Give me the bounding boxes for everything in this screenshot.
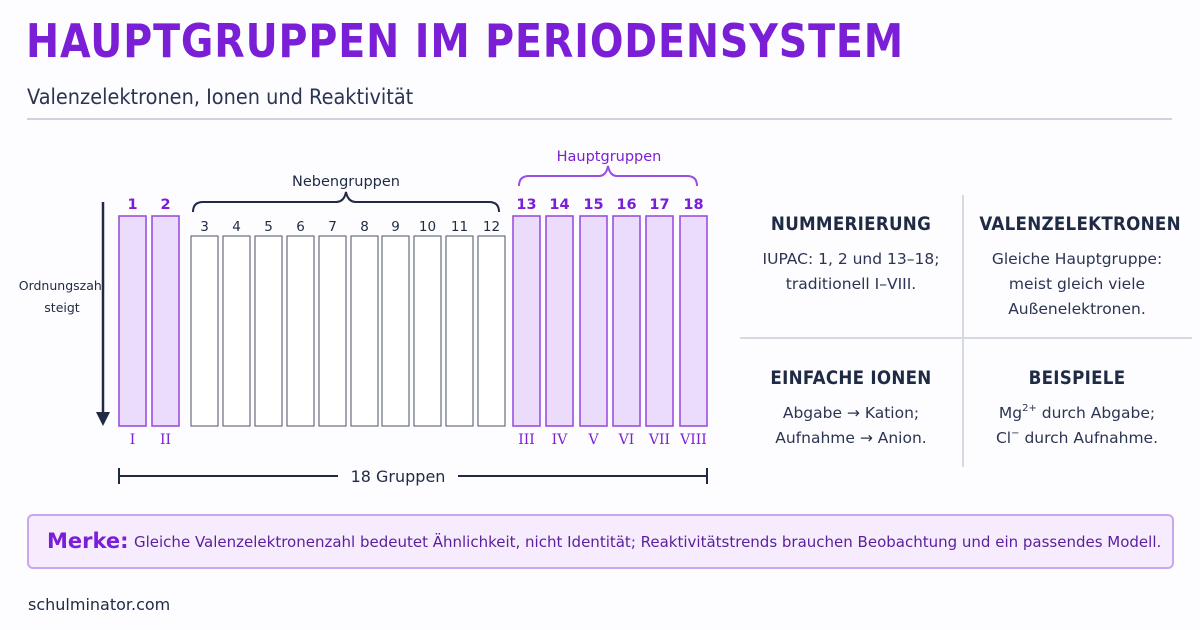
group-column-13 — [512, 215, 541, 427]
roman-label-14: IV — [552, 432, 569, 448]
group-column-12 — [477, 235, 506, 427]
arrow-head-icon — [96, 412, 110, 426]
group-number-6: 6 — [296, 219, 305, 235]
group-number-13: 13 — [516, 197, 536, 213]
numbering-card: NUMMERIERUNG IUPAC: 1, 2 und 13–18; tradi… — [740, 213, 962, 297]
footer-domain: schulminator.com — [28, 595, 171, 614]
examples-card: BEISPIELE Mg2+ durch Abgabe; Cl− durch Au… — [966, 367, 1188, 451]
valence-card: VALENZELEKTRONEN Gleiche Hauptgruppe: mei… — [966, 213, 1188, 322]
group-number-10: 10 — [419, 219, 436, 235]
group-columns: 1 I 2 II 3 4 5 6 7 8 9 10 11 12 13 III 14 IV 15 V 16 VI 17 VII 1… — [118, 197, 708, 448]
group-column-3 — [190, 235, 219, 427]
valence-text: Gleiche Hauptgruppe: meist gleich viele Au… — [991, 250, 1163, 318]
roman-label-15: V — [587, 432, 599, 448]
ions-title: EINFACHE IONEN — [770, 367, 932, 389]
group-number-9: 9 — [391, 219, 400, 235]
ions-text: Abgabe → Kation; Aufnahme → Anion. — [775, 404, 927, 447]
group-number-5: 5 — [264, 219, 273, 235]
group-column-5 — [254, 235, 283, 427]
examples-text: Mg2+ durch Abgabe; Cl− durch Aufnahme. — [995, 403, 1159, 448]
group-number-2: 2 — [160, 197, 170, 213]
group-number-3: 3 — [200, 219, 209, 235]
header-divider — [27, 118, 1172, 120]
groups-count-label: 18 Gruppen — [351, 467, 446, 486]
merke-callout: Merke: Gleiche Valenzelektronenzahl bede… — [27, 514, 1174, 569]
group-number-18: 18 — [683, 197, 703, 213]
hauptgruppen-label: Hauptgruppen — [557, 149, 662, 165]
examples-title: BEISPIELE — [1028, 367, 1126, 389]
numbering-title: NUMMERIERUNG — [770, 213, 932, 235]
group-column-4 — [222, 235, 251, 427]
info-divider-vertical — [962, 195, 964, 467]
group-column-16 — [612, 215, 641, 427]
group-number-12: 12 — [483, 219, 500, 235]
axis-label-line1: Ordnungszahl — [19, 278, 106, 293]
group-column-6 — [286, 235, 315, 427]
roman-label-1: I — [130, 432, 136, 448]
roman-label-13: III — [518, 432, 535, 448]
group-number-1: 1 — [127, 197, 137, 213]
roman-label-16: VI — [618, 432, 635, 448]
valence-title: VALENZELEKTRONEN — [979, 213, 1181, 235]
group-number-7: 7 — [328, 219, 337, 235]
nebengruppen-brace — [192, 191, 500, 213]
group-column-11 — [445, 235, 474, 427]
info-divider-horizontal — [740, 337, 1192, 339]
group-column-18 — [679, 215, 708, 427]
group-number-8: 8 — [360, 219, 369, 235]
group-column-10 — [413, 235, 442, 427]
group-number-11: 11 — [451, 219, 468, 235]
group-column-15 — [579, 215, 608, 427]
group-number-16: 16 — [616, 197, 636, 213]
group-number-4: 4 — [232, 219, 241, 235]
roman-label-17: VII — [648, 432, 670, 448]
nebengruppen-label: Nebengruppen — [292, 174, 400, 190]
info-grid: NUMMERIERUNG IUPAC: 1, 2 und 13–18; tradi… — [740, 195, 1192, 470]
group-column-7 — [318, 235, 347, 427]
axis-label-line2: steigt — [44, 300, 80, 315]
ions-card: EINFACHE IONEN Abgabe → Kation; Aufnahme … — [740, 367, 962, 451]
group-column-8 — [350, 235, 379, 427]
roman-label-18: VIII — [679, 432, 707, 448]
roman-label-2: II — [160, 432, 171, 448]
group-column-9 — [381, 235, 410, 427]
group-number-17: 17 — [649, 197, 669, 213]
group-column-14 — [545, 215, 574, 427]
page-title: HAUPTGRUPPEN IM PERIODENSYSTEM — [26, 14, 905, 68]
periodic-groups-diagram: Ordnungszahl steigt Hauptgruppen Nebengr… — [19, 149, 708, 486]
group-number-14: 14 — [549, 197, 569, 213]
merke-label: Merke: — [47, 529, 129, 553]
group-column-2 — [151, 215, 180, 427]
group-number-15: 15 — [583, 197, 603, 213]
numbering-text: IUPAC: 1, 2 und 13–18; traditionell I–VII… — [762, 250, 940, 293]
page-subtitle: Valenzelektronen, Ionen und Reaktivität — [27, 85, 414, 109]
hauptgruppen-brace — [518, 165, 698, 187]
group-column-1 — [118, 215, 147, 427]
group-column-17 — [645, 215, 674, 427]
merke-text: Gleiche Valenzelektronenzahl bedeutet Äh… — [134, 533, 1162, 551]
